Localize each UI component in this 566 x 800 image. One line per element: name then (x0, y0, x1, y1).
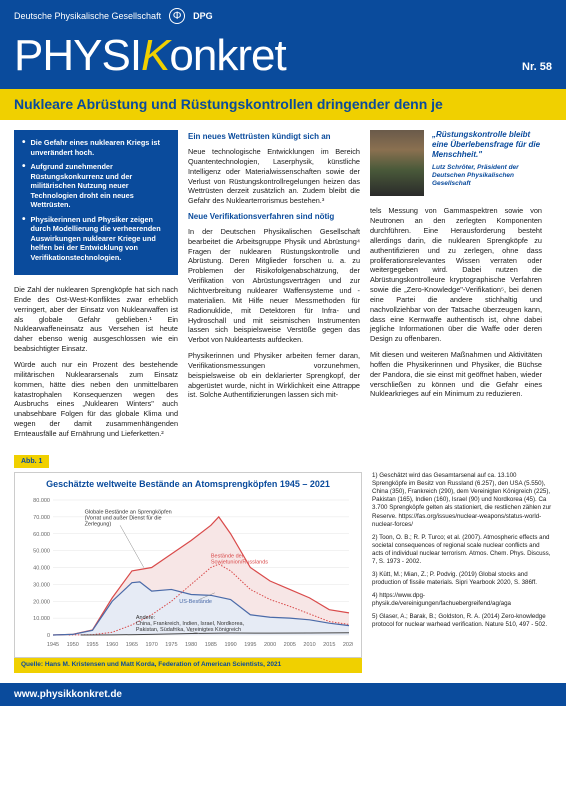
bullet: Die Gefahr eines nuklearen Kriegs ist un… (31, 138, 170, 157)
chart-title: Geschätzte weltweite Bestände an Atomspr… (15, 473, 361, 492)
svg-text:10.000: 10.000 (33, 616, 50, 622)
body-para: tels Messung von Gammaspektren sowie von… (370, 206, 542, 344)
bullet: Aufgrund zunehmender Rüstungskonkurrenz … (31, 162, 170, 209)
body-para: Mit diesen und weiteren Maßnahmen und Ak… (370, 350, 542, 399)
svg-text:2000: 2000 (264, 642, 276, 648)
svg-text:20.000: 20.000 (33, 600, 50, 606)
svg-text:1980: 1980 (185, 642, 197, 648)
svg-text:60.000: 60.000 (33, 532, 50, 538)
body-para: Die Zahl der nuklearen Sprengköpfe hat s… (14, 285, 178, 354)
svg-text:2020: 2020 (343, 642, 353, 648)
summary-list: Die Gefahr eines nuklearen Kriegs ist un… (22, 138, 170, 262)
svg-text:2015: 2015 (323, 642, 335, 648)
svg-text:30.000: 30.000 (33, 583, 50, 589)
svg-text:1970: 1970 (146, 642, 158, 648)
org-name: Deutsche Physikalische Gesellschaft (14, 10, 161, 22)
header: Deutsche Physikalische Gesellschaft Φ DP… (0, 0, 566, 89)
svg-text:1945: 1945 (47, 642, 59, 648)
references: 1) Geschätzt wird das Gesamtarsenal auf … (372, 472, 552, 673)
chart-svg: 0 10.000 20.000 30.000 40.000 50.000 60.000 70.… (23, 494, 353, 649)
svg-text:40.000: 40.000 (33, 566, 50, 572)
svg-text:2010: 2010 (303, 642, 315, 648)
ref: 1) Geschätzt wird das Gesamtarsenal auf … (372, 472, 552, 528)
body-para: Physikerinnen und Physiker arbeiten fern… (188, 351, 360, 400)
svg-text:Zerlegung): Zerlegung) (85, 522, 112, 528)
chart: Geschätzte weltweite Bestände an Atomspr… (14, 472, 362, 658)
org-abbr: DPG (193, 10, 213, 22)
svg-text:US-Bestände: US-Bestände (179, 599, 212, 605)
ref: 4) https://www.dpg-physik.de/vereinigung… (372, 592, 552, 608)
headline-bar: Nukleare Abrüstung und Rüstungskontrolle… (0, 89, 566, 120)
phi-icon: Φ (169, 8, 185, 24)
ref: 2) Toon, O. B.; R. P. Turco; et al. (200… (372, 534, 552, 566)
summary-box: Die Gefahr eines nuklearen Kriegs ist un… (14, 130, 178, 275)
svg-text:2005: 2005 (284, 642, 296, 648)
svg-text:70.000: 70.000 (33, 515, 50, 521)
headline: Nukleare Abrüstung und Rüstungskontrolle… (14, 95, 552, 114)
ref: 3) Kütt, M.; Mian, Z.; P. Podvig. (2019)… (372, 571, 552, 587)
quote-text: „Rüstungskontrolle bleibt eine Überleben… (432, 130, 542, 160)
svg-text:80.000: 80.000 (33, 498, 50, 504)
quote-block: „Rüstungskontrolle bleibt eine Überleben… (370, 130, 542, 196)
figure-label: Abb. 1 (14, 455, 49, 468)
quote-attribution: Lutz Schröter, Präsident der Deutschen P… (432, 164, 542, 187)
author-portrait (370, 130, 424, 196)
svg-text:1975: 1975 (165, 642, 177, 648)
svg-text:1990: 1990 (224, 642, 236, 648)
svg-text:Sowjetunion/Russlands: Sowjetunion/Russlands (211, 560, 268, 566)
svg-text:1955: 1955 (86, 642, 98, 648)
svg-text:0: 0 (47, 633, 50, 639)
svg-text:1950: 1950 (67, 642, 79, 648)
body-para: In der Deutschen Physikalischen Gesellsc… (188, 227, 360, 345)
chart-source: Quelle: Hans M. Kristensen und Matt Kord… (14, 658, 362, 673)
section-heading: Ein neues Wettrüsten kündigt sich an (188, 132, 360, 143)
masthead: PHYSIKonkret (14, 26, 286, 85)
body-para: Würde auch nur ein Prozent des bestehend… (14, 360, 178, 439)
svg-text:1965: 1965 (126, 642, 138, 648)
footer-url: www.physikkonkret.de (0, 683, 566, 707)
section-heading: Neue Verifikationsverfahren sind nötig (188, 212, 360, 223)
svg-text:1985: 1985 (205, 642, 217, 648)
bullet: Physikerinnen und Physiker zeigen durch … (31, 215, 170, 262)
svg-text:Pakistan, Südafrika, Vereinigt: Pakistan, Südafrika, Vereinigtes Königre… (136, 627, 241, 633)
ref: 5) Glaser, A.; Barak, B.; Goldston, R. A… (372, 613, 552, 629)
svg-text:1995: 1995 (244, 642, 256, 648)
svg-text:50.000: 50.000 (33, 549, 50, 555)
body-para: Neue technologische Entwicklungen im Ber… (188, 147, 360, 206)
svg-text:1960: 1960 (106, 642, 118, 648)
issue-number: Nr. 58 (522, 60, 552, 75)
